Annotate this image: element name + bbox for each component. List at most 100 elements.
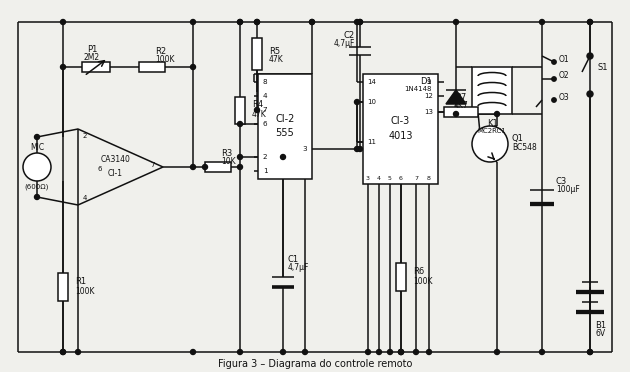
Circle shape xyxy=(587,53,593,59)
Circle shape xyxy=(238,154,243,160)
Text: K1: K1 xyxy=(486,119,497,128)
Circle shape xyxy=(255,19,260,25)
Text: 3: 3 xyxy=(366,176,370,182)
Text: 7: 7 xyxy=(263,107,267,113)
Circle shape xyxy=(35,135,40,140)
Text: 47K: 47K xyxy=(269,55,284,64)
Bar xyxy=(235,97,245,124)
Circle shape xyxy=(35,195,40,199)
Text: 7: 7 xyxy=(151,162,155,168)
Text: 2M2: 2M2 xyxy=(84,52,100,61)
Circle shape xyxy=(190,64,195,70)
Circle shape xyxy=(539,19,544,25)
Circle shape xyxy=(60,350,66,355)
Circle shape xyxy=(588,19,592,25)
Circle shape xyxy=(552,60,556,64)
Text: 4K7: 4K7 xyxy=(454,100,468,109)
Circle shape xyxy=(413,350,418,355)
Text: CI-3: CI-3 xyxy=(391,116,410,126)
Text: 2: 2 xyxy=(263,154,267,160)
Text: MC2RC1: MC2RC1 xyxy=(478,128,507,134)
Circle shape xyxy=(357,147,362,151)
Text: O1: O1 xyxy=(559,55,570,64)
Circle shape xyxy=(280,154,285,160)
Circle shape xyxy=(539,350,544,355)
Text: D1: D1 xyxy=(420,77,432,86)
Text: MIC: MIC xyxy=(30,142,44,151)
Circle shape xyxy=(357,19,362,25)
Text: 12: 12 xyxy=(425,93,433,99)
Text: CA3140: CA3140 xyxy=(101,155,130,164)
Circle shape xyxy=(355,99,360,105)
Text: 13: 13 xyxy=(425,109,433,115)
Circle shape xyxy=(190,350,195,355)
Circle shape xyxy=(365,350,370,355)
Text: 100K: 100K xyxy=(155,55,175,64)
Circle shape xyxy=(588,19,592,25)
Text: CI-1: CI-1 xyxy=(108,169,123,177)
Text: 7: 7 xyxy=(414,176,418,182)
Circle shape xyxy=(357,19,362,25)
Text: 4013: 4013 xyxy=(388,131,413,141)
Text: 8: 8 xyxy=(427,176,431,182)
Circle shape xyxy=(399,350,403,355)
Text: R4: R4 xyxy=(252,100,263,109)
Text: 1N4148: 1N4148 xyxy=(404,86,432,92)
Circle shape xyxy=(190,19,195,25)
Circle shape xyxy=(387,350,392,355)
Bar xyxy=(252,38,262,70)
Circle shape xyxy=(552,77,556,81)
Text: 4: 4 xyxy=(263,93,267,99)
Text: R5: R5 xyxy=(269,46,280,55)
Circle shape xyxy=(238,164,243,170)
Text: 10K: 10K xyxy=(221,157,236,166)
Text: C2: C2 xyxy=(344,32,355,41)
Circle shape xyxy=(255,108,260,112)
Circle shape xyxy=(238,122,243,126)
Text: 6: 6 xyxy=(399,176,403,182)
Circle shape xyxy=(588,350,592,355)
Text: 100µF: 100µF xyxy=(556,186,580,195)
Text: 4,7µF: 4,7µF xyxy=(334,39,355,48)
Text: P1: P1 xyxy=(87,45,97,54)
Text: 47K: 47K xyxy=(252,110,266,119)
Text: 100K: 100K xyxy=(413,276,433,285)
Bar xyxy=(139,62,165,72)
Text: 2: 2 xyxy=(83,133,87,139)
Text: 11: 11 xyxy=(367,139,377,145)
Bar xyxy=(205,162,231,172)
Circle shape xyxy=(355,147,360,151)
Text: 100K: 100K xyxy=(75,288,94,296)
Circle shape xyxy=(355,19,360,25)
Circle shape xyxy=(23,153,51,181)
Circle shape xyxy=(255,19,260,25)
Circle shape xyxy=(495,112,500,116)
Text: 10: 10 xyxy=(367,99,377,105)
Circle shape xyxy=(552,98,556,102)
Text: 6: 6 xyxy=(98,166,102,172)
Bar xyxy=(58,273,68,301)
Circle shape xyxy=(472,126,508,162)
Text: 6V: 6V xyxy=(595,330,605,339)
Text: R3: R3 xyxy=(221,148,232,157)
Text: 4,7µF: 4,7µF xyxy=(288,263,309,272)
Text: 9: 9 xyxy=(427,79,432,85)
Text: O2: O2 xyxy=(559,71,570,80)
Circle shape xyxy=(454,112,459,116)
Text: B1: B1 xyxy=(595,321,606,330)
Text: 555: 555 xyxy=(276,128,294,138)
Text: R1: R1 xyxy=(75,278,86,286)
Bar xyxy=(363,74,438,184)
Circle shape xyxy=(238,19,243,25)
Text: 3: 3 xyxy=(302,146,307,152)
Circle shape xyxy=(190,164,195,170)
Circle shape xyxy=(309,19,314,25)
Text: C3: C3 xyxy=(556,177,567,186)
Circle shape xyxy=(202,164,207,170)
Bar xyxy=(396,263,406,291)
Text: R2: R2 xyxy=(155,48,166,57)
Circle shape xyxy=(588,350,592,355)
Text: R7: R7 xyxy=(455,93,467,103)
Circle shape xyxy=(280,350,285,355)
Text: BC548: BC548 xyxy=(512,144,537,153)
